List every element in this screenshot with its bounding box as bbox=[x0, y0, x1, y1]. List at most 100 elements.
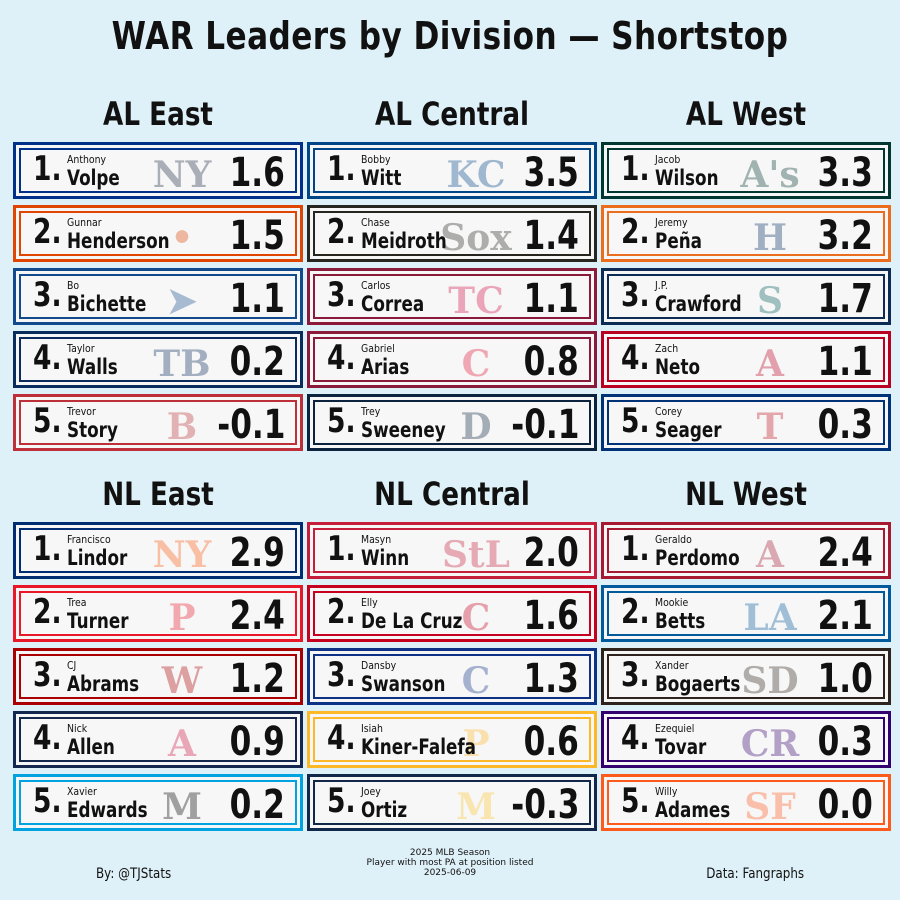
player-last-name: Swanson bbox=[361, 672, 446, 696]
player-last-name: Kiner-Falefa bbox=[361, 735, 477, 759]
player-rank: 3 bbox=[33, 656, 62, 695]
player-last-name: Sweeney bbox=[361, 418, 446, 442]
player-war-value: 3.5 bbox=[523, 150, 579, 193]
player-rank: 3 bbox=[327, 656, 356, 695]
player-rank: 4 bbox=[327, 339, 356, 378]
dodgers-logo-icon: LA bbox=[743, 597, 797, 636]
player-first-name: Corey bbox=[655, 405, 683, 418]
padres-logo-icon: SD bbox=[741, 660, 799, 699]
player-first-name: Bobby bbox=[361, 153, 391, 166]
player-first-name: Trey bbox=[361, 405, 381, 418]
player-last-name: Perdomo bbox=[655, 546, 740, 570]
player-rank: 5 bbox=[621, 782, 650, 821]
player-rank: 1 bbox=[33, 150, 62, 189]
player-war-value: 0.2 bbox=[229, 339, 285, 382]
player-first-name: Isiah bbox=[361, 722, 383, 735]
player-first-name: Carlos bbox=[361, 279, 391, 292]
marlins-logo-icon: M bbox=[162, 786, 202, 825]
player-rank: 4 bbox=[327, 719, 356, 758]
rays-logo-icon: TB bbox=[153, 343, 211, 382]
player-last-name: Walls bbox=[67, 355, 118, 379]
player-rank: 2 bbox=[327, 593, 356, 632]
mariners-logo-icon: S bbox=[757, 280, 783, 319]
player-last-name: Witt bbox=[361, 166, 402, 190]
player-rank: 4 bbox=[33, 719, 62, 758]
player-war-value: 2.4 bbox=[817, 530, 873, 573]
player-first-name: Chase bbox=[361, 216, 390, 229]
player-war-value: 1.0 bbox=[817, 656, 873, 699]
braves-logo-icon: A bbox=[168, 723, 196, 762]
player-war-value: 1.6 bbox=[523, 593, 579, 636]
player-last-name: Correa bbox=[361, 292, 425, 316]
player-first-name: Ezequiel bbox=[655, 722, 695, 735]
player-rank: 2 bbox=[327, 213, 356, 252]
player-last-name: Bichette bbox=[67, 292, 147, 316]
player-first-name: Trea bbox=[67, 596, 87, 609]
player-first-name: CJ bbox=[67, 659, 77, 672]
division-title: NL Central bbox=[374, 475, 530, 513]
player-war-value: 1.4 bbox=[523, 213, 579, 256]
player-first-name: Willy bbox=[655, 785, 678, 798]
player-war-value: 1.1 bbox=[817, 339, 873, 382]
player-rank: 4 bbox=[621, 339, 650, 378]
player-rank: 4 bbox=[33, 339, 62, 378]
footer-date: 2025-06-09 bbox=[423, 868, 477, 878]
player-first-name: Dansby bbox=[361, 659, 397, 672]
player-war-value: -0.1 bbox=[216, 402, 285, 445]
player-war-value: 3.2 bbox=[817, 213, 873, 256]
player-rank: 2 bbox=[33, 593, 62, 632]
player-war-value: 1.2 bbox=[229, 656, 285, 699]
player-war-value: 0.3 bbox=[817, 402, 873, 445]
player-first-name: Bo bbox=[67, 279, 80, 292]
player-last-name: Abrams bbox=[67, 672, 140, 696]
player-first-name: Geraldo bbox=[655, 533, 692, 546]
division-title: NL West bbox=[685, 475, 807, 513]
footer-notes: 2025 MLB Season Player with most PA at p… bbox=[300, 848, 600, 878]
player-war-value: 0.8 bbox=[523, 339, 579, 382]
orioles-logo-icon: • bbox=[170, 217, 194, 256]
player-rank: 5 bbox=[33, 782, 62, 821]
author-credit: By: @TJStats bbox=[96, 866, 172, 882]
player-first-name: Anthony bbox=[67, 153, 107, 166]
player-first-name: J.P. bbox=[655, 279, 668, 292]
player-last-name: Adames bbox=[655, 798, 731, 822]
player-first-name: Gabriel bbox=[361, 342, 395, 355]
player-first-name: Mookie bbox=[655, 596, 689, 609]
mets-logo-icon: NY bbox=[152, 534, 212, 573]
player-last-name: Crawford bbox=[655, 292, 742, 316]
player-first-name: Joey bbox=[361, 785, 381, 798]
player-last-name: Betts bbox=[655, 609, 706, 633]
player-war-value: 0.0 bbox=[817, 782, 873, 825]
white-sox-logo-icon: Sox bbox=[440, 217, 512, 256]
player-last-name: Peña bbox=[655, 229, 703, 253]
royals-logo-icon: KC bbox=[446, 154, 506, 193]
